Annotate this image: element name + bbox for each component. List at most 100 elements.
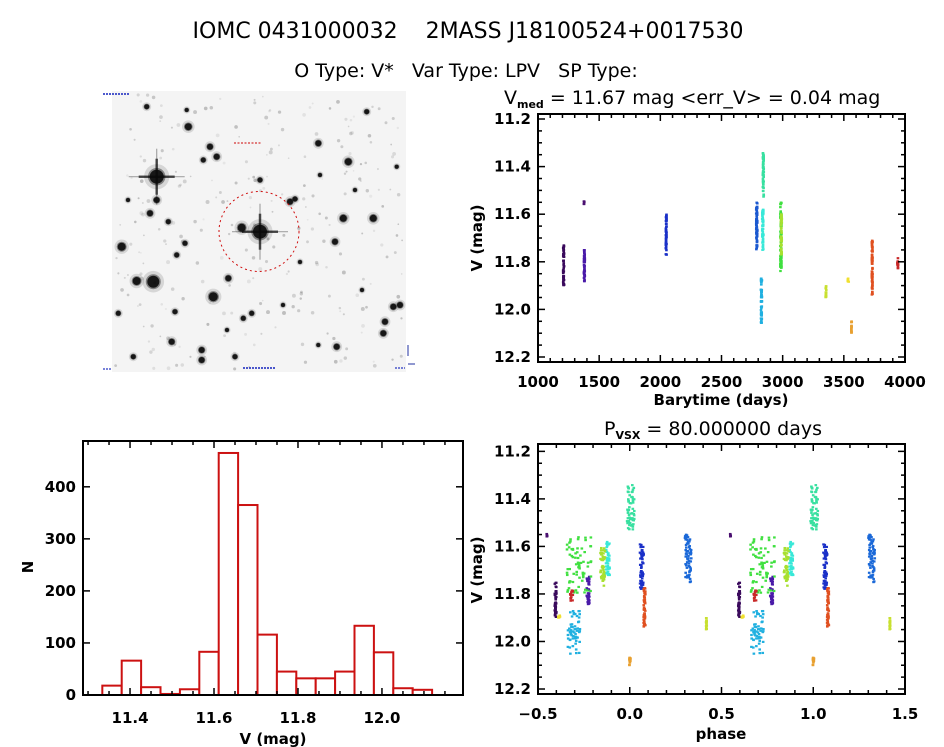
data-point [760, 306, 763, 310]
faint-star [147, 340, 151, 343]
y-tick-label: 11.4 [494, 158, 531, 176]
data-point [665, 233, 668, 237]
data-point [738, 592, 741, 595]
data-point [642, 553, 645, 556]
data-point [754, 615, 757, 618]
data-point [737, 596, 741, 599]
data-point [589, 536, 593, 539]
data-point [771, 592, 774, 595]
data-point [571, 637, 575, 640]
data-point [816, 509, 820, 513]
data-point [575, 614, 579, 618]
data-point [770, 565, 773, 568]
data-point [580, 547, 584, 550]
data-point [632, 512, 636, 516]
faint-star [389, 188, 392, 191]
y-axis-label: N [19, 561, 37, 574]
data-point [871, 280, 874, 284]
data-point [779, 248, 783, 251]
faint-star [193, 110, 197, 114]
data-point [626, 511, 630, 514]
faint-star [300, 290, 303, 294]
data-point [626, 509, 630, 512]
faint-star [129, 242, 133, 246]
data-point [571, 580, 575, 584]
data-point [786, 584, 789, 587]
data-point [687, 564, 691, 568]
data-point [601, 555, 605, 558]
data-point [582, 263, 586, 267]
data-point [566, 589, 570, 592]
data-point [760, 217, 764, 221]
star [240, 315, 246, 321]
data-point [867, 535, 871, 538]
faint-star [355, 293, 360, 298]
data-point [867, 538, 871, 541]
faint-star [247, 177, 250, 180]
data-point [785, 549, 789, 552]
faint-star [343, 192, 347, 196]
data-point [664, 241, 668, 244]
data-point [785, 555, 788, 558]
faint-star [282, 233, 286, 237]
data-point [814, 490, 817, 494]
star [360, 288, 364, 292]
data-point [754, 634, 757, 637]
faint-star [399, 354, 403, 358]
data-point [759, 317, 763, 320]
star [208, 292, 218, 302]
data-point [665, 213, 668, 216]
data-point [604, 562, 608, 565]
data-point [587, 580, 591, 583]
data-point [685, 576, 689, 579]
data-point [684, 564, 688, 567]
data-point [815, 507, 818, 510]
data-point [811, 513, 814, 517]
data-points [561, 152, 900, 334]
data-point [641, 545, 645, 549]
star [184, 123, 192, 131]
data-point [753, 593, 756, 596]
faint-star [180, 363, 185, 367]
data-point [627, 513, 631, 517]
data-point [583, 270, 587, 273]
x-tick-label: 1500 [578, 373, 620, 391]
star [318, 173, 322, 177]
data-point [602, 584, 606, 587]
data-point [762, 183, 765, 186]
faint-star [203, 355, 206, 358]
faint-star [221, 200, 225, 204]
star [132, 277, 141, 285]
faint-star [179, 234, 183, 239]
faint-star [251, 256, 256, 260]
star [281, 303, 285, 307]
faint-star [130, 176, 133, 180]
data-point [630, 490, 634, 494]
data-point [770, 594, 774, 597]
star [147, 275, 160, 288]
faint-star [324, 216, 328, 220]
data-point [872, 569, 876, 572]
data-point [791, 567, 795, 570]
faint-star [359, 162, 363, 166]
data-point [589, 560, 593, 563]
data-point [571, 599, 574, 602]
finder-chart-image [103, 91, 415, 372]
faint-star [297, 226, 301, 230]
data-point [756, 591, 760, 594]
faint-star [177, 184, 181, 188]
data-point [825, 545, 828, 549]
faint-star [365, 189, 370, 193]
data-point [602, 573, 605, 577]
data-point [760, 585, 764, 589]
faint-star [166, 260, 171, 265]
data-point [787, 550, 790, 553]
data-point [765, 574, 769, 577]
data-point [816, 498, 819, 501]
data-point [640, 586, 643, 589]
data-point [664, 236, 668, 240]
faint-star [259, 302, 263, 306]
data-point [752, 599, 756, 602]
data-point [576, 636, 579, 639]
data-point [685, 553, 689, 556]
